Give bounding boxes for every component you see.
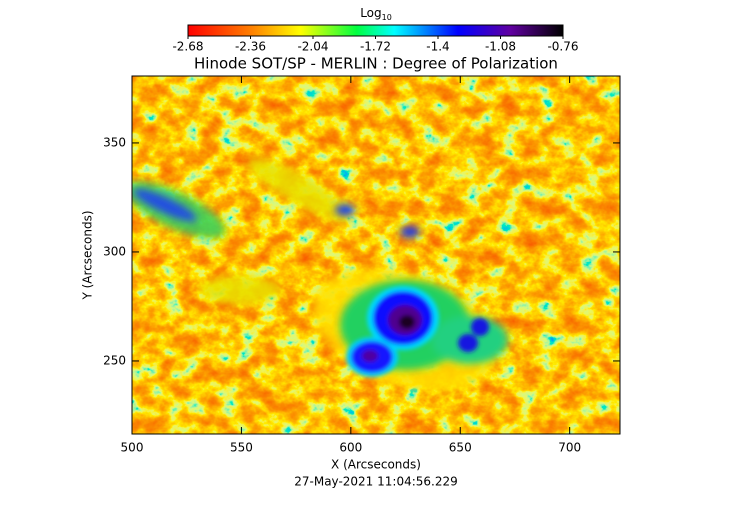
x-tick-label: 600 [339, 441, 362, 455]
colorbar-label-text: Log [360, 6, 381, 20]
x-tick-label: 550 [230, 441, 253, 455]
y-axis-label: Y (Arcseconds) [81, 210, 95, 300]
colorbar-tick-label: -1.4 [426, 40, 449, 54]
y-tick-label: 250 [103, 353, 126, 367]
x-tick-label: 700 [558, 441, 581, 455]
colorbar-tick-label: -2.68 [172, 40, 203, 54]
colorbar-tick-label: -2.04 [297, 40, 328, 54]
plot-frame [131, 75, 621, 435]
colorbar-tick-label: -1.72 [360, 40, 391, 54]
chart-title: Hinode SOT/SP - MERLIN : Degree of Polar… [194, 55, 558, 73]
colorbar-label: Log10 [360, 6, 392, 22]
colorbar-tick-label: -0.76 [547, 40, 578, 54]
footer-timestamp: 27-May-2021 11:04:56.229 [294, 475, 458, 489]
colorbar-label-subscript: 10 [382, 13, 392, 22]
colorbar [187, 24, 564, 37]
colorbar-tick-label: -1.08 [485, 40, 516, 54]
x-axis-label: X (Arcseconds) [331, 458, 421, 472]
map-image [132, 76, 620, 434]
y-tick-label: 350 [103, 135, 126, 149]
x-tick-label: 650 [449, 441, 472, 455]
x-tick-label: 500 [121, 441, 144, 455]
colorbar-tick-label: -2.36 [235, 40, 266, 54]
y-tick-label: 300 [103, 244, 126, 258]
